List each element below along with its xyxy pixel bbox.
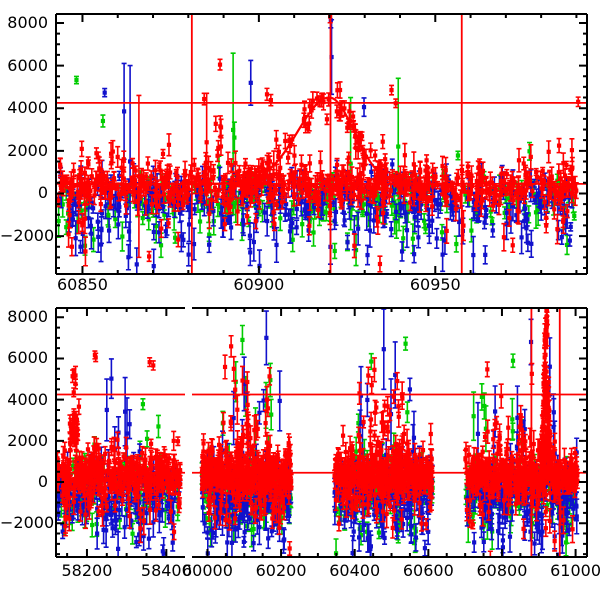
light-curve-canvas	[0, 0, 600, 600]
light-curve-figure: 60850 60900 60950 −2000 0 2000 4000 6000 8000 582…	[0, 0, 600, 600]
